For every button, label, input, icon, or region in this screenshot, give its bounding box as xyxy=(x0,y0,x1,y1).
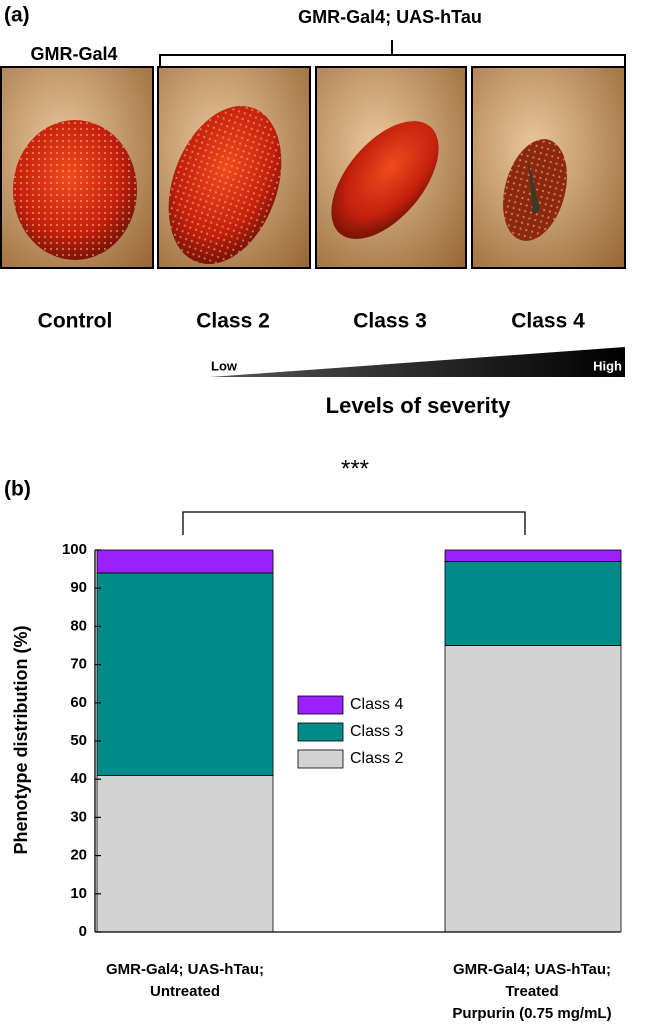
eye-photo xyxy=(0,66,154,269)
image-label: Control xyxy=(38,310,113,333)
scale-high: High xyxy=(593,358,622,373)
y-tick-label: 100 xyxy=(62,541,87,558)
y-tick-label: 0 xyxy=(79,923,87,940)
panel-label: (b) xyxy=(4,478,31,501)
x-tick-label: GMR-Gal4; UAS-hTau; xyxy=(106,961,264,978)
y-tick-label: 20 xyxy=(70,847,87,864)
significance: *** xyxy=(341,455,369,482)
legend-swatch xyxy=(297,749,344,769)
severity-wedge xyxy=(210,347,625,377)
image-label: Class 4 xyxy=(511,310,585,333)
scale-low: Low xyxy=(211,358,238,373)
bar-segment xyxy=(444,549,622,562)
group-bracket xyxy=(159,40,626,68)
image-label: Class 3 xyxy=(353,310,427,333)
significance-bracket xyxy=(182,511,526,535)
image-label: Class 2 xyxy=(196,310,270,333)
bar-segment xyxy=(96,774,274,933)
x-tick-label: Treated xyxy=(505,983,558,1000)
eye-photo xyxy=(157,66,311,269)
scale-title: Levels of severity xyxy=(326,393,511,418)
y-tick-label: 90 xyxy=(70,579,87,596)
legend-swatch xyxy=(297,695,344,715)
y-axis-label: Phenotype distribution (%) xyxy=(11,626,31,855)
bar-segment xyxy=(444,645,622,933)
bar-segment xyxy=(444,561,622,646)
eye-photo xyxy=(315,66,467,269)
legend-label: Class 4 xyxy=(350,696,403,713)
y-tick-label: 30 xyxy=(70,808,87,825)
control-genotype: GMR-Gal4 xyxy=(30,44,117,64)
eye-photo xyxy=(471,66,626,269)
group-label: GMR-Gal4; UAS-hTau xyxy=(298,7,482,27)
x-tick-label: Untreated xyxy=(150,983,220,1000)
bar-segment xyxy=(96,549,274,574)
x-tick-label: Purpurin (0.75 mg/mL) xyxy=(452,1005,611,1022)
panel-label: (a) xyxy=(4,4,30,27)
legend-label: Class 3 xyxy=(350,723,403,740)
legend-label: Class 2 xyxy=(350,750,403,767)
y-tick-label: 40 xyxy=(70,770,87,787)
x-tick-label: GMR-Gal4; UAS-hTau; xyxy=(453,961,611,978)
y-tick-label: 10 xyxy=(70,885,87,902)
y-tick-label: 50 xyxy=(70,732,87,749)
y-tick-label: 60 xyxy=(70,694,87,711)
legend-swatch xyxy=(297,722,344,742)
y-tick-label: 80 xyxy=(70,617,87,634)
bar-segment xyxy=(96,572,274,776)
y-tick-label: 70 xyxy=(70,656,87,673)
